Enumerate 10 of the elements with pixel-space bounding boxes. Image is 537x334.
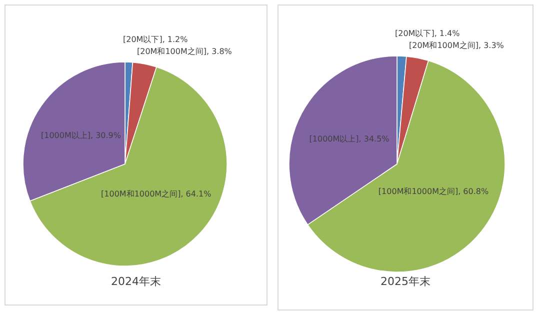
text: 2025年末 [380,275,430,288]
slice-label: [20M以下], 1.2% [123,35,188,44]
text: 2024年末 [111,275,161,288]
slice-label: [20M以下], 1.4% [395,29,460,38]
slice-label: [1000M以上], 34.5% [309,134,390,144]
slice-label: [1000M以上], 30.9% [40,131,122,140]
slice-label: [20M和100M之间], 3.8% [137,47,232,56]
slice-label: [20M和100M之间], 3.3% [409,41,504,50]
slice-label: [100M和1000M之间], 60.8% [378,186,490,196]
slice-label: [100M和1000M之间], 64.1% [101,189,212,198]
